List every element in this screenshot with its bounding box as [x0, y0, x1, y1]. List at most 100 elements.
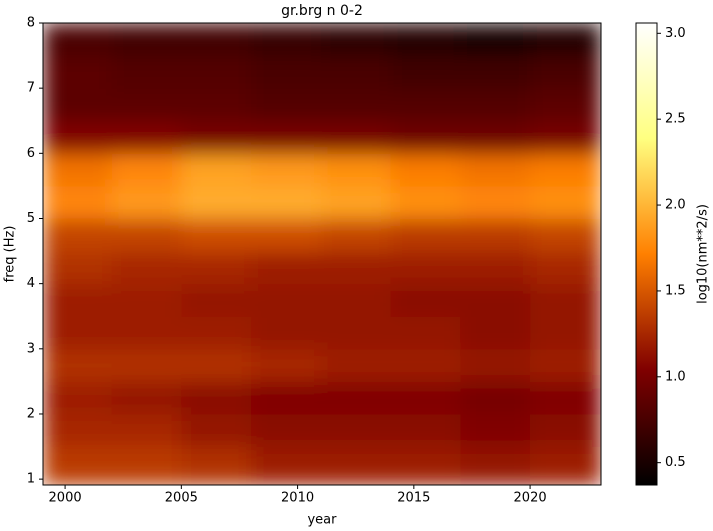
heatmap-cell	[320, 283, 392, 317]
heatmap-cell	[320, 153, 392, 187]
heatmap-cell	[43, 446, 113, 485]
y-tick-label: 8	[27, 16, 35, 31]
heatmap-cell	[460, 283, 531, 317]
heatmap-cell	[251, 218, 322, 252]
heatmap-cell	[43, 120, 113, 154]
heatmap-cell	[111, 251, 182, 285]
heatmap-cell	[43, 348, 113, 382]
heatmap-cell	[251, 88, 322, 122]
heatmap-cell	[251, 120, 322, 154]
heatmap-cell	[460, 316, 531, 350]
heatmap-cell	[181, 153, 252, 187]
heatmap-cell	[460, 120, 531, 154]
heatmap-cell	[111, 88, 182, 122]
heatmap-cell	[251, 23, 322, 57]
heatmap-cell	[530, 413, 601, 448]
heatmap-cell	[530, 348, 601, 382]
heatmap-cell	[530, 446, 601, 485]
heatmap-cell	[111, 153, 182, 187]
heatmap-cell	[43, 413, 113, 448]
heatmap-cell	[390, 120, 461, 154]
heatmap-cell	[251, 55, 322, 89]
heatmap-cell	[460, 251, 531, 285]
colorbar-tick-label: 3.0	[665, 26, 686, 41]
heatmap-cell	[251, 283, 322, 317]
heatmap-cell	[530, 218, 601, 252]
colorbar-tick-label: 2.5	[665, 112, 686, 127]
heatmap-cell	[111, 218, 182, 252]
heatmap-cell	[181, 185, 252, 219]
y-tick-label: 1	[27, 472, 35, 487]
heatmap-cell	[251, 381, 322, 415]
heatmap-cell	[43, 251, 113, 285]
heatmap-cell	[390, 23, 461, 57]
x-tick-label: 2010	[281, 491, 314, 506]
heatmap-cell	[181, 120, 252, 154]
colorbar-label: log10(nm**2/s)	[696, 204, 711, 304]
heatmap-cell	[111, 381, 182, 415]
heatmap-cell	[111, 23, 182, 57]
heatmap-cell	[111, 413, 182, 448]
heatmap-cell	[43, 88, 113, 122]
heatmap-cell	[43, 23, 113, 57]
x-tick-label: 2005	[165, 491, 198, 506]
heatmap-cell	[111, 283, 182, 317]
heatmap-cell	[181, 446, 252, 485]
heatmap-cell	[251, 251, 322, 285]
y-tick-label: 7	[27, 81, 35, 96]
heatmap-cell	[460, 446, 531, 485]
heatmap-cell	[530, 153, 601, 187]
heatmap-cell	[43, 283, 113, 317]
heatmap-cell	[251, 316, 322, 350]
heatmap-cell	[43, 381, 113, 415]
heatmap-cell	[460, 185, 531, 219]
heatmap-cell	[390, 446, 461, 485]
x-tick-label: 2015	[397, 491, 430, 506]
heatmap-cell	[320, 446, 392, 485]
heatmap-cell	[390, 88, 461, 122]
y-tick-label: 6	[27, 146, 35, 161]
heatmap-cell	[530, 283, 601, 317]
heatmap-cell	[390, 218, 461, 252]
heatmap-cell	[390, 413, 461, 448]
heatmap-cell	[320, 316, 392, 350]
heatmap-cell	[460, 23, 531, 57]
heatmap-cell	[181, 283, 252, 317]
heatmap-cell	[320, 413, 392, 448]
x-tick-label: 2020	[514, 491, 547, 506]
heatmap-cell	[181, 88, 252, 122]
heatmap-cell	[320, 348, 392, 382]
heatmap-cell	[181, 381, 252, 415]
heatmap-cell	[320, 55, 392, 89]
heatmap-cell	[460, 88, 531, 122]
heatmap-cell	[43, 153, 113, 187]
heatmap-cell	[390, 55, 461, 89]
heatmap-cell	[320, 88, 392, 122]
y-axis-label: freq (Hz)	[3, 226, 18, 283]
heatmap-cell	[530, 251, 601, 285]
heatmap-cell	[320, 251, 392, 285]
chart-title: gr.brg n 0-2	[281, 3, 363, 19]
heatmap-cell	[460, 153, 531, 187]
heatmap-cell	[460, 381, 531, 415]
heatmap-area	[43, 23, 601, 485]
heatmap-cell	[530, 55, 601, 89]
y-tick-label: 5	[27, 211, 35, 226]
heatmap-cell	[111, 185, 182, 219]
heatmap-cell	[390, 153, 461, 187]
heatmap-cell	[320, 185, 392, 219]
y-tick-label: 3	[27, 341, 35, 356]
heatmap-cell	[320, 218, 392, 252]
heatmap-cell	[460, 348, 531, 382]
heatmap-cell	[530, 185, 601, 219]
heatmap-cell	[251, 446, 322, 485]
heatmap-cell	[43, 218, 113, 252]
heatmap-cell	[390, 348, 461, 382]
heatmap-cell	[181, 23, 252, 57]
x-axis-label: year	[307, 513, 337, 528]
colorbar	[635, 22, 658, 486]
colorbar-tick-label: 2.0	[665, 198, 686, 213]
heatmap-cell	[320, 23, 392, 57]
heatmap-cell	[181, 348, 252, 382]
